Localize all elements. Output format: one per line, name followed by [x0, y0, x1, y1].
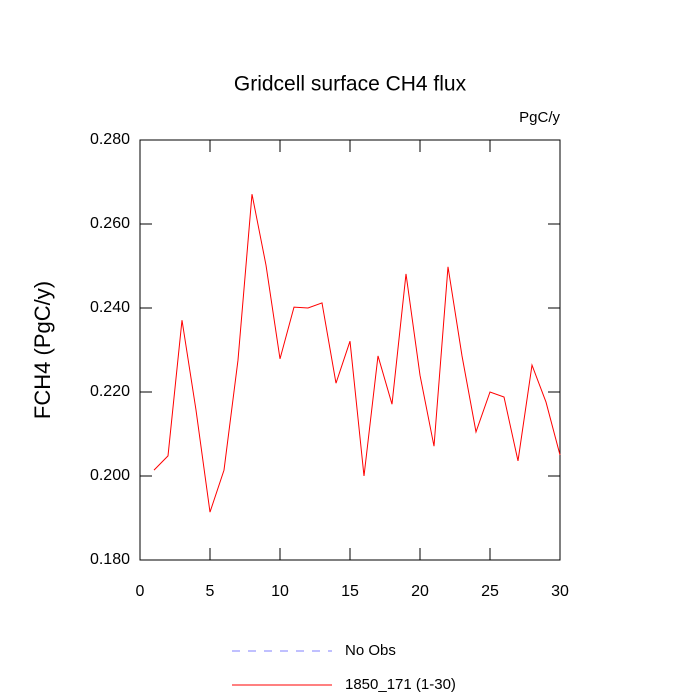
units-label: PgC/y: [519, 109, 560, 126]
x-tick-label: 20: [411, 583, 429, 600]
y-tick-label: 0.200: [90, 467, 130, 484]
y-tick-label: 0.240: [90, 299, 130, 316]
x-tick-label: 0: [136, 583, 145, 600]
legend-label: 1850_171 (1-30): [345, 676, 456, 693]
chart-title: Gridcell surface CH4 flux: [234, 73, 467, 96]
series-line: [153, 194, 561, 513]
y-tick-label: 0.280: [90, 131, 130, 148]
y-tick-label: 0.220: [90, 383, 130, 400]
y-axis-label: FCH4 (PgC/y): [30, 281, 55, 419]
y-tick-label: 0.180: [90, 551, 130, 568]
x-tick-label: 30: [551, 583, 569, 600]
legend-label: No Obs: [345, 642, 396, 659]
x-tick-label: 15: [341, 583, 359, 600]
x-tick-label: 25: [481, 583, 499, 600]
x-tick-label: 10: [271, 583, 289, 600]
x-tick-label: 5: [206, 583, 215, 600]
y-tick-label: 0.260: [90, 215, 130, 232]
